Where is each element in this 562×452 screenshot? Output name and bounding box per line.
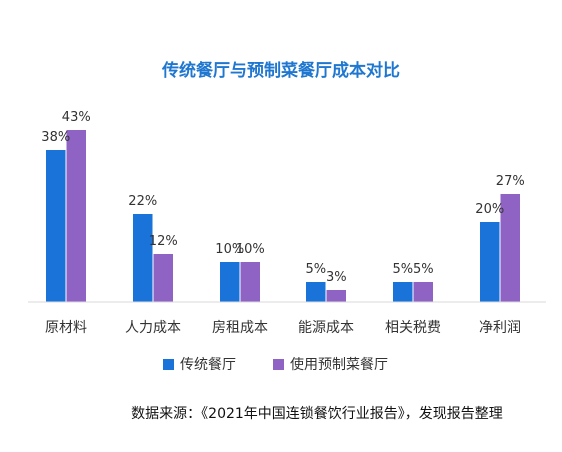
value-label-traditional-1: 22% — [128, 194, 157, 209]
value-label-prefab-0: 43% — [62, 110, 91, 125]
bar-prefab-5 — [500, 194, 520, 302]
source-note: 数据来源：《2021年中国连锁餐饮行业报告》，发现报告整理 — [131, 406, 503, 422]
bars — [46, 130, 520, 302]
legend-swatch-traditional — [163, 359, 174, 370]
category-label-2: 房租成本 — [212, 320, 268, 336]
value-label-prefab-2: 10% — [236, 242, 265, 257]
value-label-traditional-4: 5% — [392, 262, 413, 277]
value-label-traditional-0: 38% — [41, 130, 70, 145]
value-label-prefab-1: 12% — [149, 234, 178, 249]
value-label-traditional-5: 20% — [475, 202, 504, 217]
category-label-1: 人力成本 — [125, 320, 181, 336]
value-labels: 38%43%22%12%10%10%5%3%5% 5%20%27% — [41, 110, 524, 285]
legend-label-traditional: 传统餐厅 — [180, 357, 236, 373]
bar-traditional-2 — [220, 262, 240, 302]
bar-prefab-0 — [66, 130, 86, 302]
value-label-prefab-4: 5% — [413, 262, 434, 277]
bar-traditional-3 — [306, 282, 326, 302]
bar-prefab-4 — [413, 282, 433, 302]
value-label-prefab-3: 3% — [326, 270, 347, 285]
bar-prefab-2 — [240, 262, 260, 302]
category-labels: 原材料 人力成本 房租成本 能源成本 相关税费 净利润 — [45, 320, 521, 336]
bar-prefab-3 — [326, 290, 346, 302]
category-label-5: 净利润 — [479, 320, 521, 336]
category-label-4: 相关税费 — [385, 320, 441, 336]
bar-traditional-0 — [46, 150, 66, 302]
value-label-traditional-2: 10% — [215, 242, 244, 257]
bar-traditional-1 — [133, 214, 153, 302]
value-label-prefab-5: 27% — [496, 174, 525, 189]
category-label-0: 原材料 — [45, 320, 87, 336]
legend-swatch-prefab — [273, 359, 284, 370]
category-label-3: 能源成本 — [298, 320, 354, 336]
bar-traditional-4 — [393, 282, 413, 302]
value-label-traditional-3: 5% — [305, 262, 326, 277]
bar-prefab-1 — [153, 254, 173, 302]
chart-title: 传统餐厅与预制菜餐厅成本对比 — [161, 60, 400, 81]
legend-label-prefab: 使用预制菜餐厅 — [290, 356, 388, 373]
legend: 传统餐厅 使用预制菜餐厅 — [163, 356, 388, 373]
bar-traditional-5 — [480, 222, 500, 302]
